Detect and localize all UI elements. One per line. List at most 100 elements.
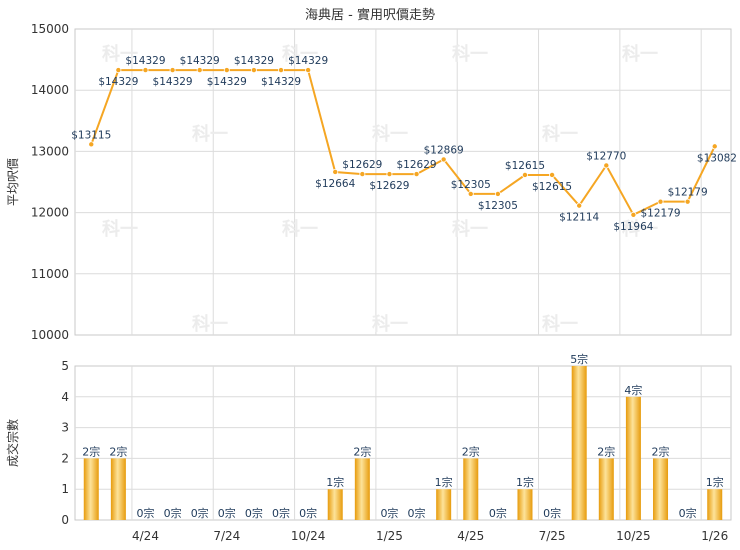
price-y-tick-label: 11000 [31, 267, 69, 281]
watermark-text: 科一 [192, 123, 228, 145]
x-tick-label: 7/25 [539, 529, 566, 543]
count-bar [653, 458, 669, 520]
count-bar [707, 489, 723, 520]
count-data-label: 0宗 [543, 506, 561, 520]
watermark-text: 科一 [102, 43, 138, 65]
count-data-label: 2宗 [597, 444, 615, 458]
price-point [169, 67, 176, 74]
count-data-label: 0宗 [164, 506, 182, 520]
price-data-label: $12869 [424, 144, 464, 156]
price-data-label: $12305 [451, 179, 491, 191]
count-plot-area [74, 365, 732, 521]
price-data-label: $14329 [261, 76, 301, 88]
count-data-label: 0宗 [679, 506, 697, 520]
price-y-tick-label: 13000 [31, 144, 69, 158]
count-data-label: 0宗 [408, 506, 426, 520]
count-bar [110, 458, 126, 520]
price-point [630, 211, 637, 218]
watermark-text: 科一 [102, 218, 138, 240]
watermark-text: 科一 [372, 313, 408, 335]
price-point [386, 171, 393, 178]
price-data-label: $14329 [234, 55, 274, 67]
price-data-label: $13115 [71, 129, 111, 141]
count-data-label: 0宗 [299, 506, 317, 520]
price-series-line [90, 69, 716, 217]
price-point [223, 67, 230, 74]
count-data-label: 0宗 [218, 506, 236, 520]
count-data-label: 2宗 [109, 444, 127, 458]
price-data-label: $12114 [559, 212, 599, 224]
count-y-tick-label: 0 [61, 513, 69, 527]
price-data-label: $14329 [153, 76, 193, 88]
price-point [440, 156, 447, 163]
price-data-label: $12629 [369, 180, 409, 192]
count-data-label: 0宗 [191, 506, 209, 520]
count-bar [598, 458, 614, 520]
price-point [142, 67, 149, 74]
count-grid [75, 366, 731, 520]
price-point [521, 171, 528, 178]
count-data-label: 1宗 [326, 475, 344, 489]
price-data-label: $12179 [668, 187, 708, 199]
price-point [305, 67, 312, 74]
price-point [711, 143, 718, 150]
count-y-tick-label: 2 [61, 451, 69, 465]
price-point [115, 67, 122, 74]
price-point [684, 198, 691, 205]
count-data-label: 0宗 [272, 506, 290, 520]
count-bar [571, 366, 587, 520]
x-tick-label: 4/25 [457, 529, 484, 543]
x-tick-label: 10/24 [291, 529, 326, 543]
watermark-text: 科一 [542, 123, 578, 145]
price-y-tick-label: 14000 [31, 83, 69, 97]
price-data-label: $12179 [640, 208, 680, 220]
price-point [332, 168, 339, 175]
count-data-labels: 2宗 2宗 0宗 0宗 0宗 0宗 0宗 0宗 0宗 1宗 2宗 0宗 0宗 1宗 2宗 0宗 1宗 0宗 5宗 2宗… [82, 352, 723, 520]
x-tick-labels: 4/24 7/24 10/24 1/25 4/25 7/25 10/25 1/26 [132, 529, 728, 543]
price-data-label: $13082 [697, 152, 737, 164]
count-bar [354, 458, 370, 520]
x-tick-label: 7/24 [213, 529, 240, 543]
price-point [196, 67, 203, 74]
price-data-label: $14329 [288, 55, 328, 67]
count-data-label: 1宗 [435, 475, 453, 489]
price-data-label: $12664 [315, 178, 355, 190]
price-y-tick-label: 10000 [31, 328, 69, 342]
watermark-text: 科一 [192, 313, 228, 335]
count-bar [463, 458, 479, 520]
price-grid [75, 29, 731, 335]
count-y-tick-label: 5 [61, 359, 69, 373]
price-y-tick-labels: 10000 11000 12000 13000 14000 15000 [31, 22, 69, 342]
watermark-text: 科一 [622, 43, 658, 65]
price-point [657, 198, 664, 205]
price-point [576, 202, 583, 209]
count-data-label: 2宗 [353, 444, 371, 458]
count-bar [436, 489, 452, 520]
price-point [250, 67, 257, 74]
price-point [278, 67, 285, 74]
price-data-label: $14329 [180, 55, 220, 67]
count-bar [517, 489, 533, 520]
count-y-tick-labels: 0 1 2 3 4 5 [61, 359, 69, 527]
price-data-label: $12629 [397, 159, 437, 171]
price-data-label: $14329 [98, 76, 138, 88]
count-y-tick-label: 3 [61, 421, 69, 435]
price-data-label: $12629 [342, 159, 382, 171]
watermark-text: 科一 [282, 218, 318, 240]
watermark-text: 科一 [282, 43, 318, 65]
chart-title: 海典居 - 實用呎價走勢 [305, 7, 435, 23]
price-y-tick-label: 15000 [31, 22, 69, 36]
count-data-label: 2宗 [652, 444, 670, 458]
watermark-text: 科一 [452, 218, 488, 240]
price-plot-area [74, 28, 732, 336]
count-data-label: 0宗 [489, 506, 507, 520]
count-data-label: 5宗 [570, 352, 588, 366]
count-bar [327, 489, 343, 520]
count-data-label: 0宗 [380, 506, 398, 520]
watermark-text: 科一 [542, 313, 578, 335]
price-data-label: $12615 [532, 181, 572, 193]
count-y-tick-label: 4 [61, 390, 69, 404]
watermark-text: 科一 [622, 218, 658, 240]
